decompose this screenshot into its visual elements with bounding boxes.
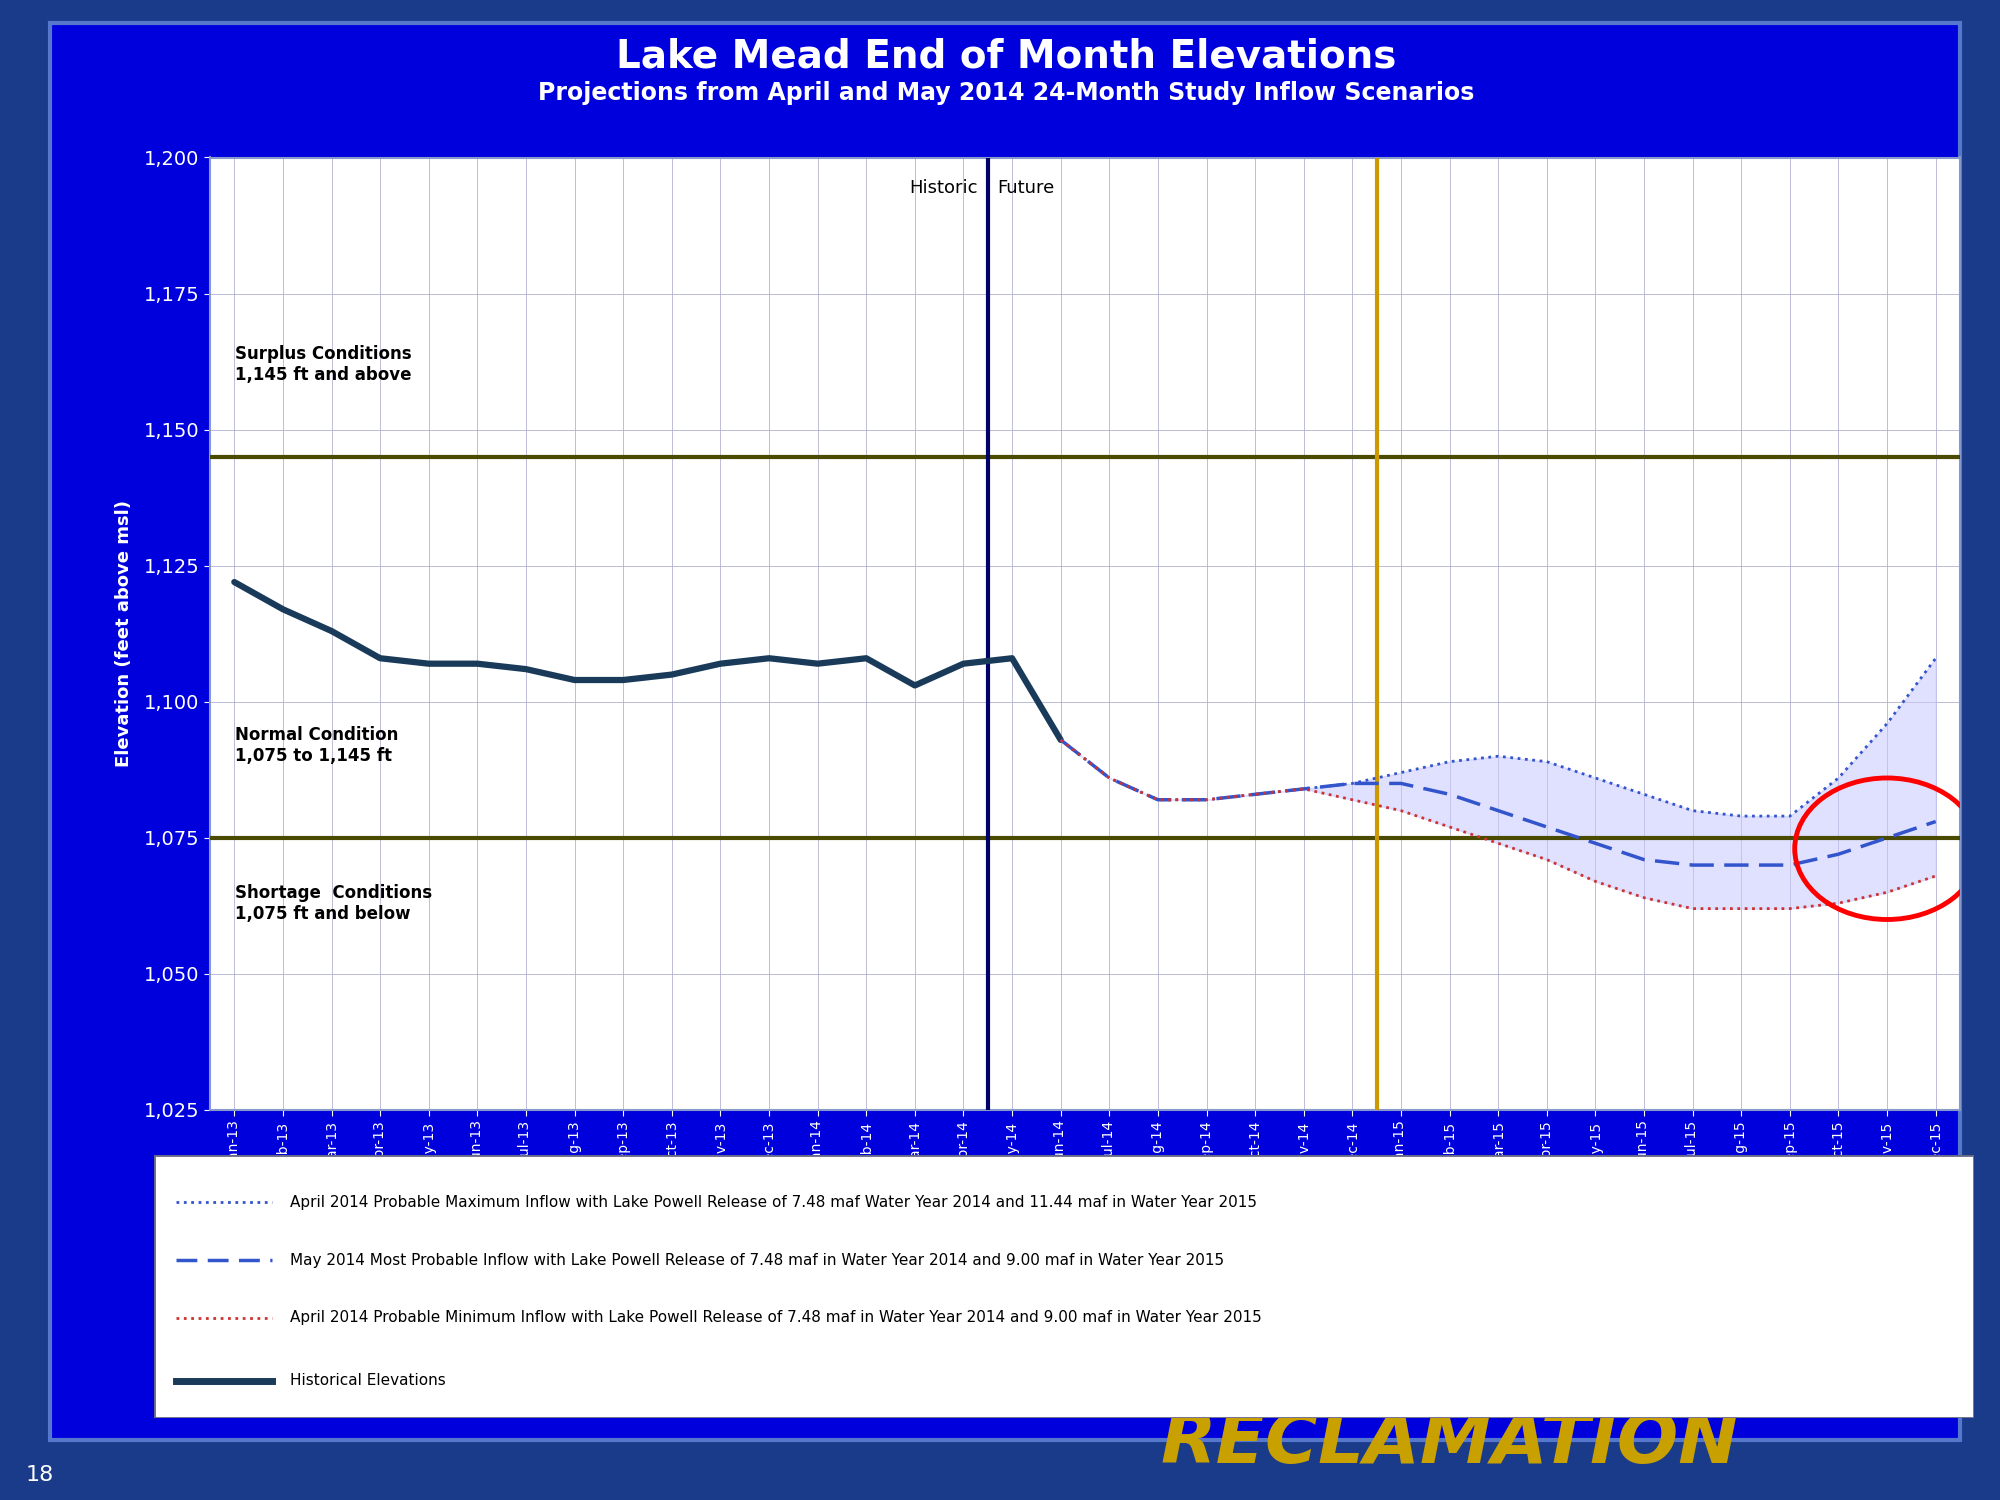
Text: Shortage  Conditions
1,075 ft and below: Shortage Conditions 1,075 ft and below — [234, 884, 432, 922]
FancyBboxPatch shape — [154, 1155, 1974, 1418]
Text: Normal Condition
1,075 to 1,145 ft: Normal Condition 1,075 to 1,145 ft — [234, 726, 398, 765]
Text: Historic: Historic — [910, 180, 978, 198]
Text: RECLAMATION: RECLAMATION — [1160, 1408, 1738, 1478]
Y-axis label: Elevation (feet above msl): Elevation (feet above msl) — [114, 501, 132, 768]
Text: 18: 18 — [26, 1466, 54, 1485]
Text: Lake Mead End of Month Elevations: Lake Mead End of Month Elevations — [616, 38, 1396, 76]
Text: Projections from April and May 2014 24-Month Study Inflow Scenarios: Projections from April and May 2014 24-M… — [538, 81, 1474, 105]
Text: April 2014 Probable Maximum Inflow with Lake Powell Release of 7.48 maf Water Ye: April 2014 Probable Maximum Inflow with … — [290, 1194, 1258, 1209]
Text: Future: Future — [998, 180, 1054, 198]
FancyBboxPatch shape — [50, 22, 1960, 1440]
Text: Surplus Conditions
1,145 ft and above: Surplus Conditions 1,145 ft and above — [234, 345, 412, 384]
Text: May 2014 Most Probable Inflow with Lake Powell Release of 7.48 maf in Water Year: May 2014 Most Probable Inflow with Lake … — [290, 1252, 1224, 1268]
Text: April 2014 Probable Minimum Inflow with Lake Powell Release of 7.48 maf in Water: April 2014 Probable Minimum Inflow with … — [290, 1311, 1262, 1326]
Text: Historical Elevations: Historical Elevations — [290, 1374, 446, 1389]
